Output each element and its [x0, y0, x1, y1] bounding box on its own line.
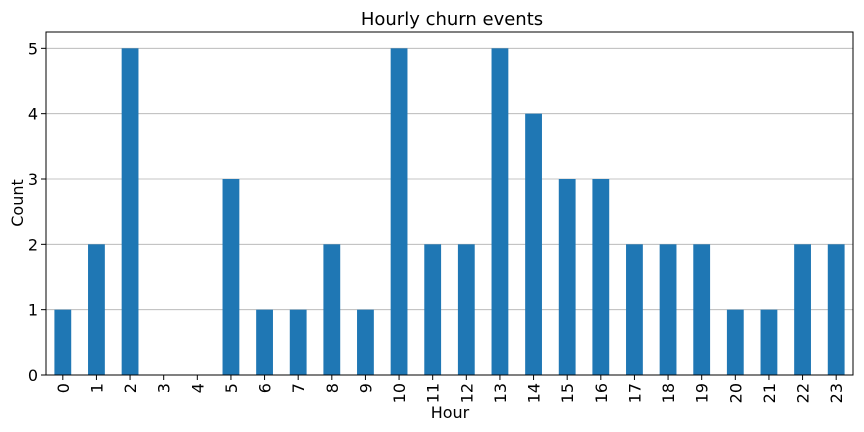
x-tick-label: 3 — [155, 383, 174, 393]
bar-hour-18 — [659, 244, 677, 375]
bar-hour-19 — [693, 244, 711, 375]
bar-hour-8 — [323, 244, 341, 375]
y-tick-label: 2 — [28, 235, 38, 254]
x-tick-label: 17 — [625, 383, 644, 403]
bar-hour-21 — [760, 309, 778, 375]
plot-frame — [45, 31, 854, 376]
bar-hour-23 — [827, 244, 845, 375]
x-tick-label: 15 — [558, 383, 577, 403]
bar-hour-14 — [525, 113, 542, 376]
bar-hour-2 — [121, 48, 139, 375]
chart-title: Hourly churn events — [361, 9, 543, 30]
x-tick-label: 1 — [87, 383, 106, 393]
x-tick-label: 21 — [760, 383, 779, 403]
bars — [54, 48, 845, 376]
x-tick-label: 8 — [323, 383, 342, 393]
x-tick-label: 2 — [121, 383, 140, 393]
bar-hour-13 — [491, 48, 509, 375]
x-tick-label: 23 — [827, 383, 846, 403]
x-tick-label: 9 — [356, 383, 375, 393]
bar-hour-20 — [726, 309, 744, 375]
y-axis-label: Count — [8, 179, 27, 227]
x-tick-label: 6 — [256, 383, 275, 393]
x-tick-label: 16 — [592, 383, 611, 403]
bar-hour-10 — [390, 48, 408, 375]
x-axis-label: Hour — [431, 403, 470, 422]
x-tick-label: 14 — [525, 383, 544, 403]
x-tick-label: 4 — [188, 383, 207, 393]
bar-hour-5 — [222, 179, 240, 375]
bar-hour-9 — [357, 309, 374, 375]
x-tick-label: 0 — [54, 383, 73, 393]
bar-hour-12 — [457, 244, 475, 375]
x-tick-label: 7 — [289, 383, 308, 393]
bar-hour-15 — [558, 179, 576, 375]
x-tick-label: 20 — [726, 383, 745, 403]
bar-hour-22 — [794, 244, 811, 375]
x-tick-label: 11 — [424, 383, 443, 403]
x-tick-label: 12 — [457, 383, 476, 403]
bar-hour-0 — [54, 309, 72, 375]
y-tick-label: 0 — [28, 366, 38, 385]
y-tick-label: 3 — [28, 170, 38, 189]
x-tick-label: 13 — [491, 383, 510, 403]
bar-hour-16 — [592, 179, 610, 375]
x-tick-label: 19 — [693, 383, 712, 403]
x-tick-label: 10 — [390, 383, 409, 403]
x-tick-label: 5 — [222, 383, 241, 393]
y-ticks: 0 1 2 3 4 5 — [28, 39, 46, 385]
x-tick-label: 18 — [659, 383, 678, 403]
bar-hour-11 — [424, 244, 442, 375]
bar-hour-1 — [88, 244, 105, 375]
y-tick-label: 4 — [28, 105, 38, 124]
y-tick-label: 1 — [28, 301, 38, 320]
y-tick-label: 5 — [28, 39, 38, 58]
bar-hour-17 — [626, 244, 643, 375]
bar-hour-7 — [289, 309, 307, 375]
x-ticks: 0 1 2 3 4 5 6 7 8 9 10 11 12 13 14 15 16 17 18 19 20 21 22 23 — [54, 375, 846, 403]
bar-hour-6 — [256, 309, 273, 375]
x-tick-label: 22 — [794, 383, 813, 403]
